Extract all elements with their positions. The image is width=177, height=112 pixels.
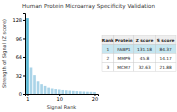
axis-line [23,14,26,95]
tick: 0 [19,91,25,97]
table-header-cell [114,36,134,45]
table-text: 131.18 [137,47,152,52]
table-cell [114,63,134,72]
tick: 64 [16,54,25,60]
table-header-cell [134,36,155,45]
tick: 128 [12,17,25,23]
bar [61,90,64,94]
bar [58,89,61,94]
chart: Human Protein Microarray Specificity Val… [0,0,177,112]
table-text: 14.17 [159,56,172,61]
table-cell [114,45,134,54]
bar [93,92,96,94]
y-axis-title: Strength of Signal (Z score) [1,19,8,88]
bar [30,68,33,94]
title: Human Protein Microarray Specificity Val… [22,3,156,10]
bar [79,91,82,94]
table-text: MCM7 [117,65,130,70]
tick-label: 1 [26,96,29,102]
tick: 10 [57,94,63,102]
table-text: 32.63 [138,65,151,70]
table-text: MMP9 [117,56,130,61]
bar [26,18,29,94]
table: RankProteinZ scoreS score 1 FABP1 131.18 84.… [102,36,176,72]
tick-label: 64 [16,54,22,60]
y-axis: 0 32 64 96 128 [12,14,25,98]
bar [68,91,71,94]
table-cell [155,63,176,72]
table-cell [134,45,155,54]
table-text: 2 [107,56,110,61]
tick-mark [23,57,25,58]
bar [37,81,40,94]
tick-mark [23,20,25,21]
table-header: Z score [136,38,154,43]
tick-label: 96 [16,36,22,42]
table-cell [102,54,114,63]
x-axis: 1 10 20 [26,94,99,102]
bar [86,92,89,94]
bar [90,92,93,94]
bar [33,75,36,94]
table-header-cell [102,36,114,45]
table-cell [155,45,176,54]
bars [26,18,96,94]
bar [44,86,47,94]
table-text: 3 [107,65,110,70]
bar [83,92,86,94]
tick-label: 128 [12,17,22,23]
table-text: 1 [107,47,110,52]
table-text: 45.8 [140,56,150,61]
table-header: Protein [115,38,133,43]
tick-label: 0 [19,91,22,97]
table-text: 84.37 [159,47,172,52]
tick-mark [23,38,25,39]
bar [51,89,54,94]
tick-mark [23,75,25,76]
table-header-cell [155,36,176,45]
table-cell [102,45,114,54]
bar [54,89,57,94]
tick: 32 [16,73,25,79]
table-cell [134,54,155,63]
tick: 96 [16,36,25,42]
bar [72,91,75,94]
tick-label: 20 [92,96,98,102]
table-cell [134,63,155,72]
table-cell [155,54,176,63]
bar [40,84,43,94]
tick: 20 [92,94,98,102]
table-cell [102,63,114,72]
table-text: 21.88 [159,65,172,70]
bar [76,91,79,94]
tick-mark [23,94,25,95]
table-header: Rank [102,38,114,43]
tick-label: 10 [57,96,63,102]
x-axis-title: Signal Rank [47,104,77,111]
table-header: S score [157,38,175,43]
bar [65,90,68,94]
table-text: FABP1 [117,47,131,52]
table-cell [114,54,134,63]
bar [47,88,50,94]
tick-label: 32 [16,73,22,79]
tick: 1 [26,94,29,102]
